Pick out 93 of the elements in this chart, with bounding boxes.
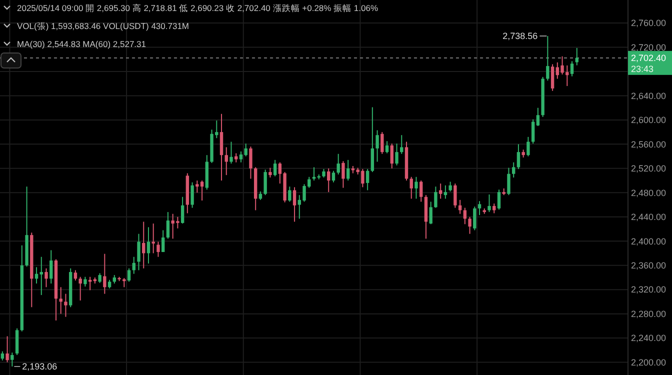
y-tick-label: 2,640.00 bbox=[631, 90, 666, 101]
candlestick bbox=[15, 328, 19, 356]
annotation: 2,193.06 bbox=[22, 362, 58, 372]
candlestick bbox=[507, 167, 510, 196]
candlestick bbox=[152, 223, 155, 254]
candlestick bbox=[44, 268, 48, 288]
candlestick bbox=[50, 250, 53, 284]
candlestick bbox=[74, 270, 78, 281]
candlestick bbox=[531, 118, 535, 144]
y-tick-label: 2,720.00 bbox=[631, 42, 666, 52]
candlestick bbox=[550, 64, 554, 92]
candlestick bbox=[342, 160, 345, 188]
candlestick bbox=[516, 144, 520, 170]
annotation: 2025/05/14 09:00 開 2,695.30 高 2,718.81 低 2,690.23 收 2,702.40 漲跌幅 +0.28% 振幅 1.06% bbox=[17, 2, 378, 13]
annotation: MA(30) 2,544.83 MA(60) 2,527.31 bbox=[17, 38, 146, 49]
candlestick bbox=[273, 159, 277, 177]
candlestick bbox=[292, 186, 296, 222]
candlestick bbox=[264, 169, 267, 196]
candlestick bbox=[468, 216, 472, 234]
y-tick-label: 2,400.00 bbox=[631, 236, 666, 246]
candlestick bbox=[434, 186, 438, 208]
candlestick bbox=[410, 176, 413, 200]
candlestick bbox=[268, 167, 272, 178]
candlestick bbox=[84, 276, 87, 288]
y-tick-label: 2,440.00 bbox=[631, 212, 666, 222]
candlestick bbox=[346, 159, 350, 182]
candlestick bbox=[395, 143, 398, 166]
candlestick bbox=[463, 207, 467, 225]
candlestick bbox=[400, 134, 404, 154]
y-tick-label: 2,280.00 bbox=[631, 308, 666, 319]
candlestick bbox=[230, 141, 233, 164]
candlestick bbox=[536, 107, 540, 127]
candlestick bbox=[478, 200, 482, 216]
y-tick-label: 2,480.00 bbox=[631, 188, 666, 198]
candlestick bbox=[64, 293, 68, 318]
candlestick bbox=[0, 350, 4, 361]
candlestick bbox=[166, 212, 170, 240]
candlestick bbox=[127, 268, 131, 282]
ref-line-label: 2,702.40 bbox=[631, 53, 666, 64]
candlestick bbox=[327, 168, 330, 193]
candlestick bbox=[161, 230, 165, 253]
candlestick bbox=[570, 60, 574, 77]
candlestick bbox=[429, 201, 432, 225]
candlestick bbox=[288, 186, 292, 202]
annotation: VOL(張) 1,593,683.46 VOL(USDT) 430.731M bbox=[17, 20, 189, 31]
candlestick bbox=[488, 194, 491, 213]
candlestick bbox=[414, 176, 418, 200]
candlestick bbox=[444, 184, 448, 200]
candlestick bbox=[380, 132, 384, 154]
candlestick bbox=[40, 256, 43, 296]
y-tick-label: 2,520.00 bbox=[631, 164, 666, 174]
candlestick bbox=[98, 272, 102, 284]
candlestick bbox=[420, 180, 423, 202]
y-tick-label: 2,360.00 bbox=[631, 260, 666, 270]
y-tick-label: 2,200.00 bbox=[631, 357, 666, 368]
y-tick-label: 2,240.00 bbox=[631, 333, 666, 344]
candlestick bbox=[332, 170, 336, 183]
candlestick bbox=[180, 196, 184, 224]
candlestick bbox=[220, 113, 224, 182]
candlestick bbox=[390, 143, 394, 169]
candlestick bbox=[366, 168, 370, 191]
candlestick bbox=[156, 241, 160, 258]
candlestick bbox=[78, 276, 82, 301]
candlestick bbox=[370, 106, 374, 173]
candlestick bbox=[132, 256, 136, 274]
text: 23:43 bbox=[631, 64, 654, 74]
candlestick bbox=[546, 36, 550, 82]
y-tick-label: 2,760.00 bbox=[631, 18, 666, 28]
y-tick-label: 2,320.00 bbox=[631, 284, 666, 295]
annotation: 2,738.56 bbox=[502, 31, 538, 42]
candlestick bbox=[454, 183, 457, 208]
candlestick bbox=[497, 189, 501, 210]
candlestick bbox=[526, 136, 530, 157]
candlestick bbox=[448, 181, 452, 192]
candlestick bbox=[190, 182, 194, 208]
y-tick-label: 2,560.00 bbox=[631, 139, 666, 150]
candlestick bbox=[512, 162, 516, 178]
candlestick bbox=[438, 183, 442, 200]
candlestick bbox=[10, 352, 14, 367]
candlestick bbox=[142, 221, 146, 269]
candlestick bbox=[376, 130, 379, 162]
candlestick bbox=[137, 233, 140, 271]
candlestick bbox=[336, 153, 340, 175]
candlestick bbox=[234, 152, 238, 163]
candlestick bbox=[385, 140, 389, 154]
candlestick bbox=[6, 336, 9, 363]
candlestick bbox=[146, 226, 150, 264]
candlestick bbox=[473, 206, 476, 231]
candlestick bbox=[103, 253, 106, 294]
candlestick bbox=[59, 286, 62, 314]
y-tick-label: 2,600.00 bbox=[631, 115, 666, 126]
candlestick bbox=[249, 146, 252, 180]
candlestick bbox=[224, 146, 228, 176]
